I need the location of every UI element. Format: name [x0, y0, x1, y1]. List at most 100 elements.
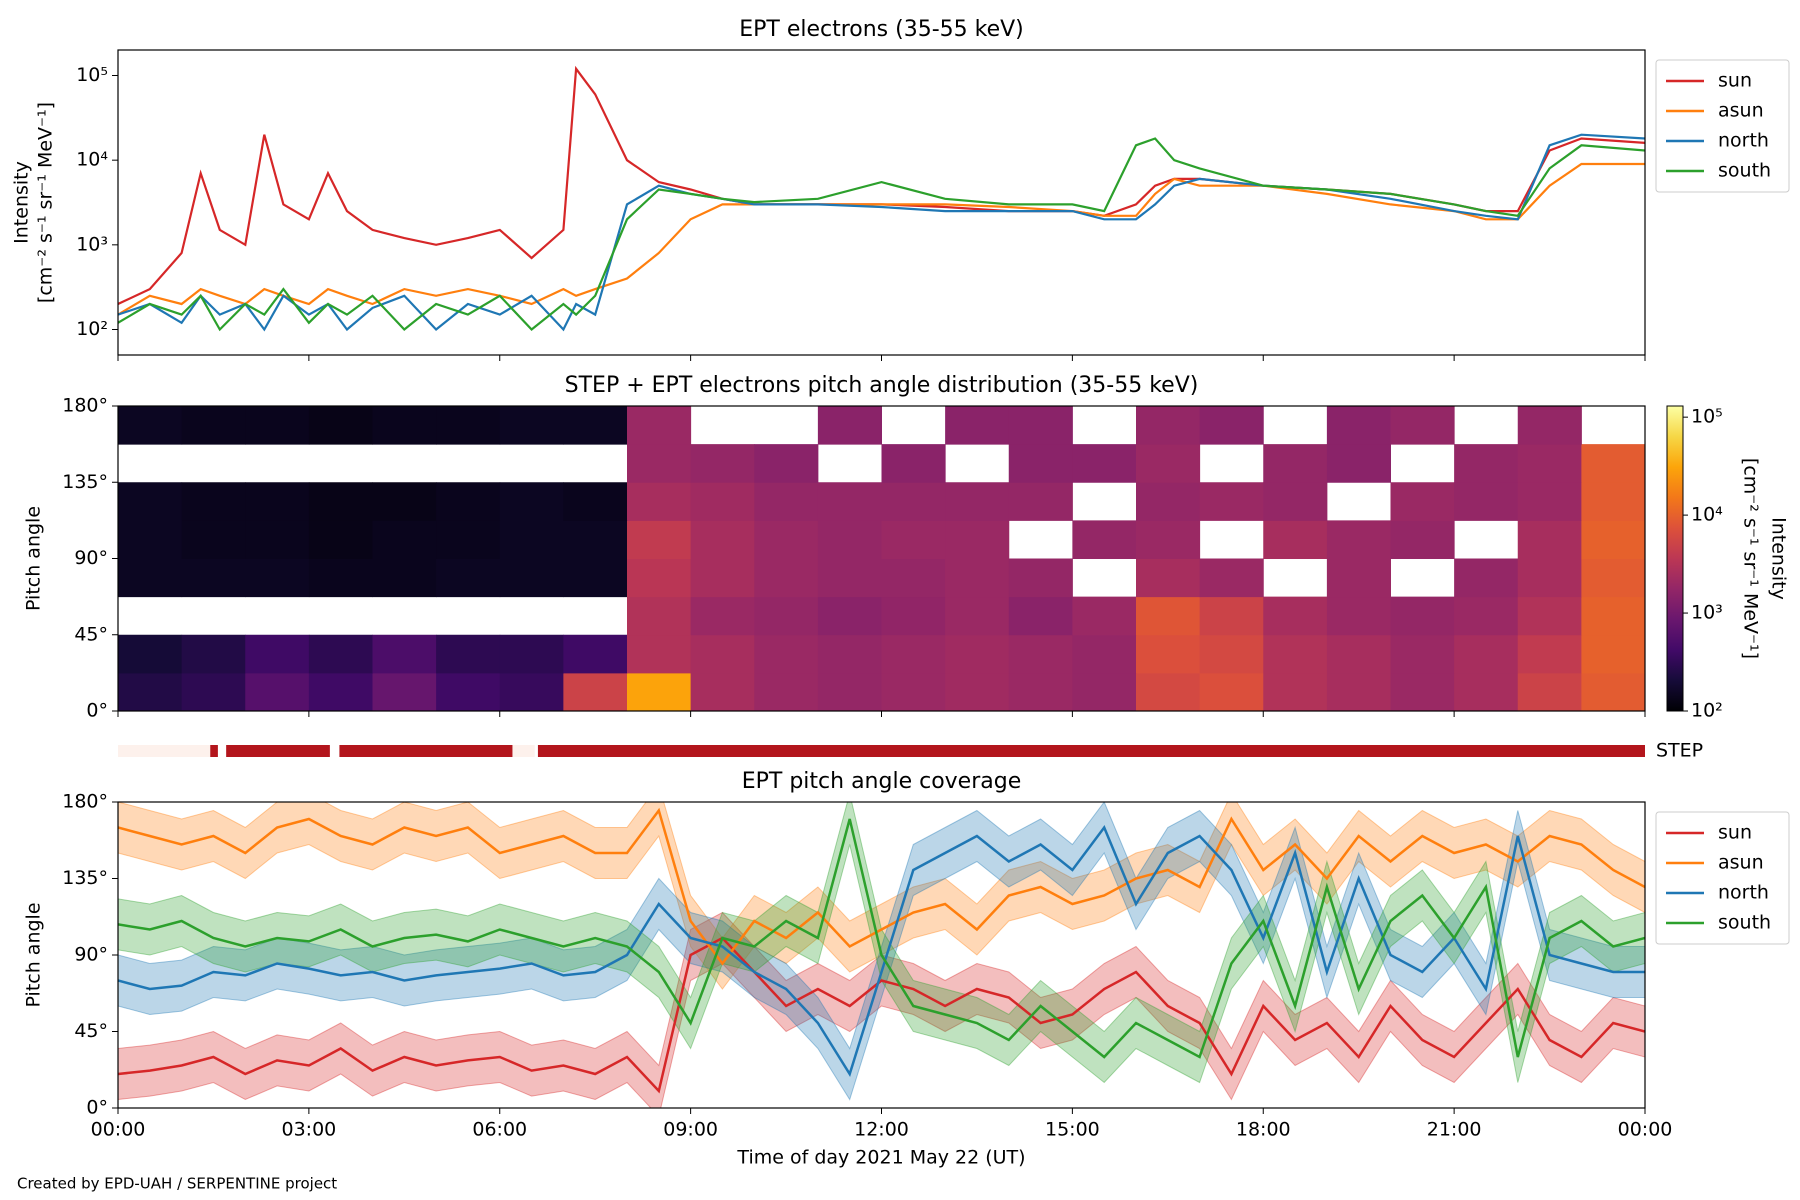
heatmap-cell [627, 558, 692, 598]
heatmap-cell [308, 672, 373, 711]
heatmap-cell [754, 672, 819, 711]
status-segment [118, 745, 211, 757]
heatmap-cell [881, 520, 946, 559]
x-tick-label: 00:00 [1618, 1119, 1673, 1141]
legend-label: sun [1718, 70, 1752, 92]
heatmap-cell [181, 520, 246, 559]
heatmap-cell [436, 520, 501, 559]
colorbar-tick-label: 10⁵ [1691, 406, 1723, 428]
series-line [118, 824, 1645, 1077]
heatmap-cell [181, 634, 246, 674]
heatmap-cell [1517, 444, 1582, 483]
heatmap-cell [1517, 482, 1582, 521]
heatmap-cell [945, 406, 1010, 445]
heatmap-cell [1072, 596, 1137, 636]
heatmap-cell [436, 634, 501, 674]
heatmap-cell [1454, 672, 1519, 711]
heatmap-cell [690, 596, 755, 636]
y-tick-label: 10⁵ [76, 64, 108, 86]
heatmap-cell [1390, 406, 1455, 445]
heatmap-cell [1454, 634, 1519, 674]
heatmap-cell [245, 634, 310, 674]
y-tick-label: 10² [76, 318, 108, 340]
heatmap-cell [881, 558, 946, 598]
legend-box [1655, 811, 1790, 945]
x-tick-label: 00:00 [91, 1119, 146, 1141]
heatmap-cell [817, 558, 882, 598]
colorbar-tick-label: 10³ [1691, 602, 1723, 624]
heatmap-cell [118, 672, 183, 711]
heatmap-cell [1326, 406, 1391, 445]
heatmap-cell [1008, 634, 1073, 674]
heatmap-cell [1326, 634, 1391, 674]
heatmap-cell [1454, 596, 1519, 636]
heatmap-cell [945, 482, 1010, 521]
heatmap-cell [436, 406, 501, 445]
legend-box [1655, 59, 1790, 193]
heatmap-cell [627, 406, 692, 445]
heatmap-cell [308, 406, 373, 445]
heatmap-cell [1390, 482, 1455, 521]
series-line [118, 137, 1645, 332]
heatmap-cell [1136, 596, 1201, 636]
heatmap-cell [945, 596, 1010, 636]
heatmap-cell [627, 482, 692, 521]
series-line [118, 133, 1645, 332]
heatmap-cell [627, 672, 692, 711]
heatmap-cell [690, 672, 755, 711]
heatmap-cell [690, 482, 755, 521]
heatmap-cell [372, 634, 437, 674]
axes-frame [117, 49, 1646, 356]
y-tick-label: 10⁴ [76, 149, 108, 171]
y-tick-label: 10³ [76, 233, 108, 255]
heatmap-cell [1136, 672, 1201, 711]
heatmap-cell [1581, 672, 1645, 711]
y-axis-label: [cm⁻² s⁻¹ sr⁻¹ MeV⁻¹] [35, 102, 57, 303]
heatmap-cell [1072, 444, 1137, 483]
heatmap-cell [1581, 558, 1645, 598]
heatmap-cell [1454, 558, 1519, 598]
heatmap-cell [881, 672, 946, 711]
heatmap-cell [372, 520, 437, 559]
heatmap-cell [118, 558, 183, 598]
legend-label: asun [1718, 852, 1764, 874]
x-tick-label: 21:00 [1427, 1119, 1482, 1141]
colorbar-tick-label: 10⁴ [1691, 504, 1723, 526]
legend-label: north [1718, 130, 1769, 152]
heatmap-cell [563, 482, 628, 521]
heatmap-cell [1199, 558, 1264, 598]
colorbar-tick-label: 10² [1691, 700, 1723, 722]
heatmap-cell [563, 520, 628, 559]
y-tick-label: 90° [74, 944, 108, 966]
heatmap-cell [1008, 596, 1073, 636]
heatmap-cell [245, 520, 310, 559]
heatmap-cell [245, 558, 310, 598]
heatmap-cell [436, 672, 501, 711]
heatmap-cell [1581, 444, 1645, 483]
heatmap-cell [817, 672, 882, 711]
axes-frame [117, 405, 1646, 712]
heatmap-cell [690, 520, 755, 559]
y-axis-label: Intensity [11, 161, 33, 244]
series-line [118, 818, 1645, 1059]
heatmap-cell [817, 634, 882, 674]
heatmap-cell [1136, 634, 1201, 674]
heatmap-cell [1326, 672, 1391, 711]
heatmap-cell [754, 482, 819, 521]
y-tick-label: 180° [62, 791, 108, 813]
heatmap-cell [1454, 482, 1519, 521]
y-tick-label: 0° [86, 700, 108, 722]
status-segment [226, 745, 330, 757]
heatmap-cell [1326, 558, 1391, 598]
heatmap-cell [1263, 482, 1328, 521]
heatmap-cell [1136, 482, 1201, 521]
heatmap-cell [1326, 444, 1391, 483]
heatmap-cell [1517, 596, 1582, 636]
heatmap-cell [1008, 406, 1073, 445]
status-label: STEP [1656, 740, 1703, 762]
status-segment [537, 745, 1645, 757]
heatmap-cell [1072, 634, 1137, 674]
x-tick-label: 18:00 [1236, 1119, 1291, 1141]
y-tick-label: 90° [74, 547, 108, 569]
